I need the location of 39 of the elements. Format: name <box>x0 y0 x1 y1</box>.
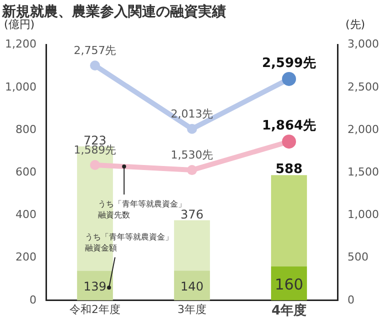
y2-tick-label: 0 <box>348 293 355 306</box>
y-tick-label: 800 <box>15 122 36 136</box>
data-label: 2,013先 <box>170 107 214 120</box>
total-label: 588 <box>275 162 303 178</box>
y-tick-label: 200 <box>15 250 36 264</box>
y2-tick-label: 500 <box>348 250 369 264</box>
y-tick-label: 0 <box>29 293 36 306</box>
total-label: 376 <box>180 207 204 222</box>
bar <box>174 270 210 300</box>
bar <box>77 270 113 300</box>
y2-tick-label: 1,500 <box>348 165 380 178</box>
bar <box>174 220 210 271</box>
y2-tick-label: 3,000 <box>348 38 380 51</box>
y-tick-label: 1,000 <box>4 80 36 94</box>
text: うち「青年等就農資金」融資金額 <box>84 232 173 252</box>
y-tick-label: 1,200 <box>4 38 36 51</box>
data-label: 1,530先 <box>170 148 214 162</box>
y2-tick-label: 1,000 <box>348 208 380 222</box>
data-label: 2,599先 <box>262 56 316 71</box>
x-tick-label: 3年度 <box>178 302 206 316</box>
y2-tick-label: 2,500 <box>348 80 380 94</box>
point <box>187 124 197 134</box>
chart-title: 新規就農、農業参入関連の融資実績 <box>1 3 226 20</box>
point <box>187 165 197 176</box>
data-label: 139 <box>84 280 106 294</box>
point <box>90 160 100 170</box>
y-axis-title: (億円) <box>4 18 35 32</box>
y2-tick-label: 2,000 <box>348 122 380 136</box>
y-tick-label: 400 <box>15 208 36 222</box>
x-tick-label: 4年度 <box>271 302 307 319</box>
y-tick-label: 600 <box>15 165 36 178</box>
bar <box>271 175 307 266</box>
data-label: 140 <box>180 280 204 294</box>
data-label: 160 <box>274 275 304 294</box>
point <box>90 60 100 71</box>
y2-axis-title: (先) <box>346 18 366 32</box>
data-label: 1,864先 <box>262 118 316 134</box>
x-tick-label: 令和2年度 <box>69 302 120 316</box>
data-label: 2,757先 <box>74 44 116 57</box>
